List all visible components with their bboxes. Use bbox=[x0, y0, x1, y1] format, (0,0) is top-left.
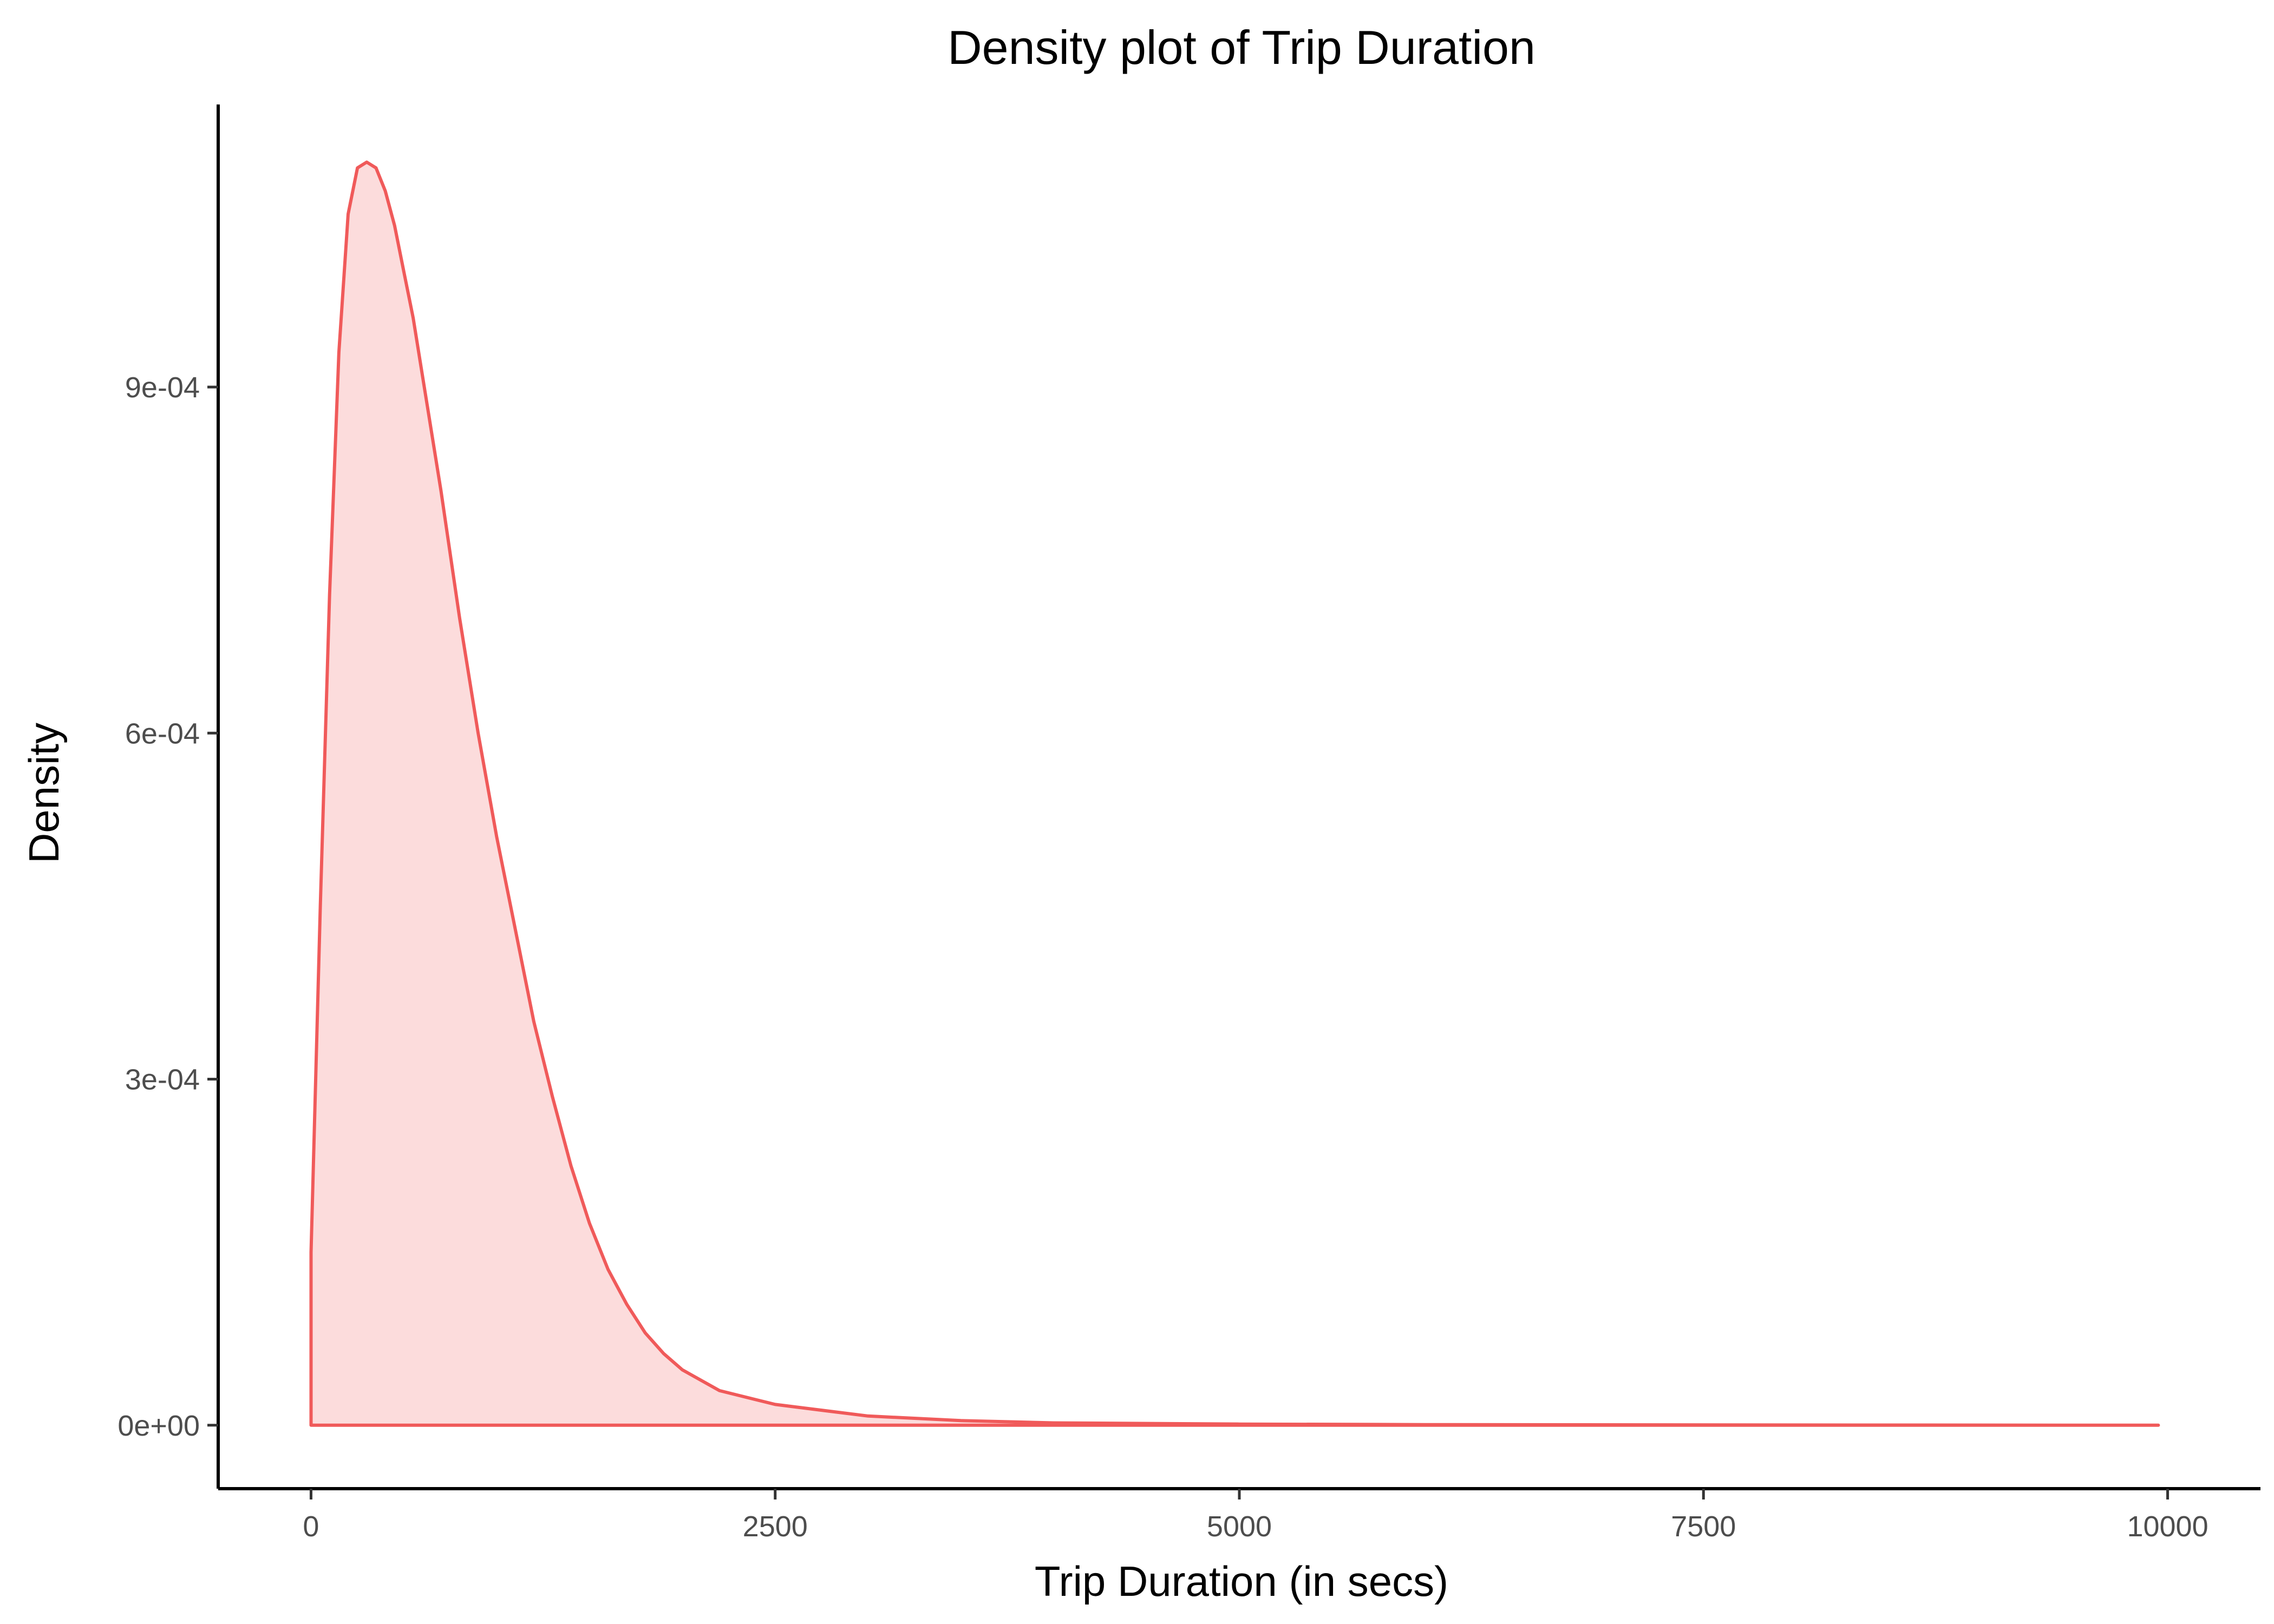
x-axis-title: Trip Duration (in secs) bbox=[1035, 1557, 1448, 1605]
x-tick-label: 0 bbox=[303, 1510, 319, 1543]
x-tick-label: 2500 bbox=[743, 1510, 808, 1543]
x-tick-label: 5000 bbox=[1207, 1510, 1272, 1543]
x-axis-ticks: 0 2500 5000 7500 10000 bbox=[303, 1489, 2208, 1543]
y-axis-ticks: 0e+00 3e-04 6e-04 9e-04 bbox=[117, 371, 218, 1442]
y-tick-label: 0e+00 bbox=[117, 1410, 200, 1442]
x-tick-label: 7500 bbox=[1671, 1510, 1736, 1543]
density-area-fill bbox=[311, 162, 2159, 1425]
density-curve-line bbox=[309, 160, 2160, 1427]
x-tick-label: 10000 bbox=[2127, 1510, 2208, 1543]
plot-area bbox=[309, 160, 2160, 1427]
y-axis-title: Density bbox=[20, 723, 68, 863]
y-tick-label: 9e-04 bbox=[125, 371, 200, 404]
y-tick-label: 3e-04 bbox=[125, 1064, 200, 1096]
y-tick-label: 6e-04 bbox=[125, 717, 200, 750]
chart-title: Density plot of Trip Duration bbox=[948, 21, 1535, 74]
